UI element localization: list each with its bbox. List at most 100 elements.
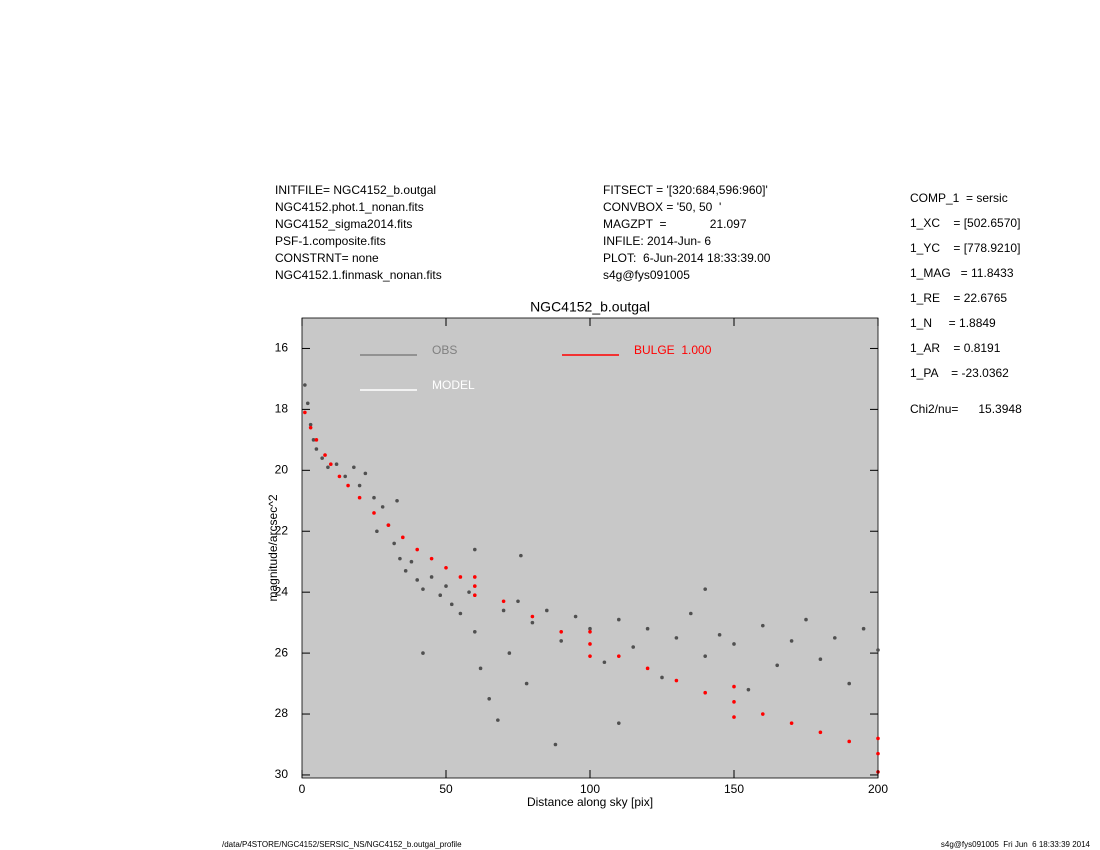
plot-area bbox=[301, 317, 879, 779]
header-line: INFILE: 2014-Jun- 6 bbox=[603, 234, 711, 248]
point bbox=[588, 629, 592, 634]
point bbox=[458, 611, 463, 616]
y-tick-label: 20 bbox=[275, 462, 289, 476]
point bbox=[363, 471, 368, 476]
point bbox=[588, 642, 592, 646]
parameter-line: 1_PA = -23.0362 bbox=[910, 366, 1009, 380]
point bbox=[311, 438, 316, 442]
y-axis-label: magnitude/arcsec^2 bbox=[266, 494, 280, 601]
point bbox=[415, 547, 420, 552]
point bbox=[380, 505, 385, 509]
point bbox=[375, 529, 379, 534]
point bbox=[847, 739, 851, 744]
point bbox=[861, 626, 866, 631]
chart-title: NGC4152_b.outgal bbox=[530, 299, 650, 315]
point bbox=[674, 678, 679, 683]
y-tick-label: 18 bbox=[275, 402, 289, 416]
point bbox=[833, 636, 837, 640]
point bbox=[372, 511, 376, 515]
point bbox=[645, 626, 650, 631]
point bbox=[818, 730, 823, 735]
header-line: CONVBOX = '50, 50 ' bbox=[603, 200, 721, 214]
parameter-line: 1_N = 1.8849 bbox=[910, 316, 996, 330]
point bbox=[473, 584, 477, 588]
point bbox=[501, 608, 506, 613]
point bbox=[703, 587, 707, 591]
parameter-line: 1_XC = [502.6570] bbox=[910, 216, 1020, 230]
point bbox=[444, 584, 448, 588]
point bbox=[847, 681, 851, 686]
point bbox=[478, 666, 483, 671]
x-tick-label: 50 bbox=[439, 782, 453, 796]
point bbox=[660, 675, 664, 680]
y-tick-label: 28 bbox=[275, 706, 289, 720]
x-tick-label: 100 bbox=[580, 782, 600, 796]
point bbox=[305, 401, 310, 406]
legend-label: OBS bbox=[432, 343, 457, 357]
legend-label: BULGE 1.000 bbox=[634, 343, 712, 357]
point bbox=[401, 535, 405, 540]
point bbox=[553, 742, 558, 747]
point bbox=[516, 599, 520, 604]
point bbox=[703, 654, 707, 658]
header-line: MAGZPT = 21.097 bbox=[603, 217, 747, 231]
point bbox=[357, 495, 362, 500]
point bbox=[314, 438, 319, 442]
point bbox=[876, 736, 880, 741]
point bbox=[329, 462, 333, 467]
point bbox=[473, 629, 477, 634]
header-line: FITSECT = '[320:684,596:960]' bbox=[603, 183, 768, 197]
point bbox=[674, 636, 679, 640]
point bbox=[876, 751, 880, 756]
point bbox=[357, 483, 362, 488]
point bbox=[761, 712, 765, 716]
point bbox=[392, 541, 396, 546]
point bbox=[372, 495, 376, 500]
point bbox=[746, 687, 751, 692]
point bbox=[645, 666, 650, 671]
point bbox=[559, 629, 563, 634]
y-tick-label: 16 bbox=[275, 341, 289, 355]
footer-right: s4g@fys091005 Fri Jun 6 18:33:39 2014 bbox=[941, 840, 1091, 849]
point bbox=[473, 547, 477, 552]
point bbox=[421, 587, 425, 591]
point bbox=[346, 483, 350, 488]
point bbox=[689, 611, 693, 616]
point bbox=[588, 626, 592, 631]
header-line: CONSTRNT= none bbox=[275, 251, 379, 265]
point bbox=[320, 456, 324, 460]
point bbox=[314, 447, 319, 451]
point bbox=[308, 422, 313, 427]
point bbox=[415, 578, 420, 582]
point bbox=[343, 474, 348, 479]
point bbox=[403, 569, 408, 573]
point bbox=[458, 575, 463, 579]
y-tick-label: 22 bbox=[275, 523, 289, 537]
point bbox=[501, 599, 506, 604]
point bbox=[326, 465, 330, 470]
point bbox=[789, 639, 794, 643]
point bbox=[473, 593, 477, 598]
parameter-line: 1_YC = [778.9210] bbox=[910, 241, 1020, 255]
point bbox=[617, 617, 621, 622]
point bbox=[573, 614, 578, 619]
point bbox=[438, 593, 443, 598]
header-line: INITFILE= NGC4152_b.outgal bbox=[275, 183, 436, 197]
point bbox=[507, 651, 512, 655]
point bbox=[602, 660, 607, 665]
point bbox=[395, 498, 399, 503]
point bbox=[530, 620, 535, 625]
header-line: PLOT: 6-Jun-2014 18:33:39.00 bbox=[603, 251, 771, 265]
point bbox=[487, 696, 492, 701]
x-tick-label: 200 bbox=[868, 782, 888, 796]
point bbox=[473, 575, 477, 579]
point bbox=[409, 559, 414, 564]
point bbox=[429, 575, 434, 579]
point bbox=[789, 721, 794, 725]
point bbox=[588, 654, 592, 658]
point bbox=[732, 700, 736, 704]
legend-label: MODEL bbox=[432, 378, 475, 392]
point bbox=[323, 453, 327, 457]
parameter-line: 1_AR = 0.8191 bbox=[910, 341, 1001, 355]
